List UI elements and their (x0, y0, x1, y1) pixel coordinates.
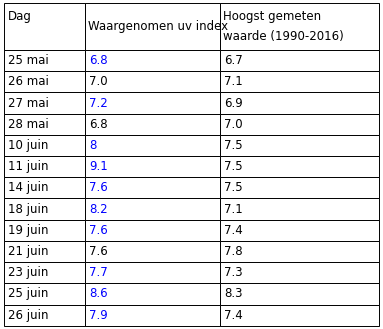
Text: 27 mai: 27 mai (8, 96, 49, 110)
Bar (85, 114, 220, 135)
Bar (4, 177, 85, 198)
Bar (220, 220, 379, 241)
Text: 18 juin: 18 juin (8, 203, 49, 215)
Text: 7.5: 7.5 (224, 139, 243, 152)
Text: 7.2: 7.2 (89, 96, 108, 110)
Text: 28 mai: 28 mai (8, 118, 49, 131)
Bar (85, 241, 220, 262)
Text: Dag: Dag (8, 10, 31, 23)
Bar (85, 198, 220, 220)
Text: 8.2: 8.2 (89, 203, 108, 215)
Text: 9.1: 9.1 (89, 160, 108, 173)
Bar (85, 50, 220, 71)
Text: 7.6: 7.6 (89, 245, 108, 258)
Bar (220, 71, 379, 92)
Bar (220, 114, 379, 135)
Bar (220, 241, 379, 262)
Text: 7.6: 7.6 (89, 181, 108, 194)
Bar (220, 50, 379, 71)
Text: 7.5: 7.5 (224, 181, 243, 194)
Text: 7.9: 7.9 (89, 309, 108, 322)
Text: 25 juin: 25 juin (8, 288, 49, 300)
Bar (220, 135, 379, 156)
Text: 26 juin: 26 juin (8, 309, 49, 322)
Bar (220, 283, 379, 305)
Text: 6.7: 6.7 (224, 54, 243, 67)
Text: 14 juin: 14 juin (8, 181, 49, 194)
Bar (85, 220, 220, 241)
Text: 8.6: 8.6 (89, 288, 108, 300)
Text: 7.3: 7.3 (224, 266, 243, 279)
Bar (85, 92, 220, 114)
Bar (4, 241, 85, 262)
Bar (220, 156, 379, 177)
Text: 10 juin: 10 juin (8, 139, 49, 152)
Bar (4, 92, 85, 114)
Bar (85, 3, 220, 50)
Bar (85, 71, 220, 92)
Text: 6.9: 6.9 (224, 96, 243, 110)
Text: 7.1: 7.1 (224, 203, 243, 215)
Bar (4, 114, 85, 135)
Bar (85, 177, 220, 198)
Text: 7.0: 7.0 (224, 118, 243, 131)
Text: 8: 8 (89, 139, 97, 152)
Bar (85, 283, 220, 305)
Text: 25 mai: 25 mai (8, 54, 49, 67)
Text: Waargenomen uv index: Waargenomen uv index (88, 20, 229, 33)
Text: 7.4: 7.4 (224, 309, 243, 322)
Text: 6.8: 6.8 (89, 54, 108, 67)
Text: 21 juin: 21 juin (8, 245, 49, 258)
Bar (4, 156, 85, 177)
Bar (85, 156, 220, 177)
Bar (220, 177, 379, 198)
Text: 7.8: 7.8 (224, 245, 243, 258)
Text: 11 juin: 11 juin (8, 160, 49, 173)
Text: waarde (1990-2016): waarde (1990-2016) (224, 31, 344, 43)
Text: 26 mai: 26 mai (8, 75, 49, 89)
Bar (85, 262, 220, 283)
Text: 7.4: 7.4 (224, 224, 243, 237)
Text: 7.0: 7.0 (89, 75, 108, 89)
Bar (220, 3, 379, 50)
Text: 7.7: 7.7 (89, 266, 108, 279)
Text: 7.1: 7.1 (224, 75, 243, 89)
Bar (4, 71, 85, 92)
Bar (4, 305, 85, 326)
Bar (220, 305, 379, 326)
Text: 8.3: 8.3 (224, 288, 243, 300)
Text: 7.5: 7.5 (224, 160, 243, 173)
Bar (220, 92, 379, 114)
Bar (4, 220, 85, 241)
Text: Hoogst gemeten: Hoogst gemeten (224, 10, 322, 23)
Bar (4, 283, 85, 305)
Bar (4, 262, 85, 283)
Bar (4, 135, 85, 156)
Bar (4, 50, 85, 71)
Bar (220, 262, 379, 283)
Bar (4, 198, 85, 220)
Text: 23 juin: 23 juin (8, 266, 49, 279)
Text: 6.8: 6.8 (89, 118, 108, 131)
Text: 7.6: 7.6 (89, 224, 108, 237)
Bar (4, 3, 85, 50)
Text: 19 juin: 19 juin (8, 224, 49, 237)
Bar (85, 135, 220, 156)
Bar (220, 198, 379, 220)
Bar (85, 305, 220, 326)
